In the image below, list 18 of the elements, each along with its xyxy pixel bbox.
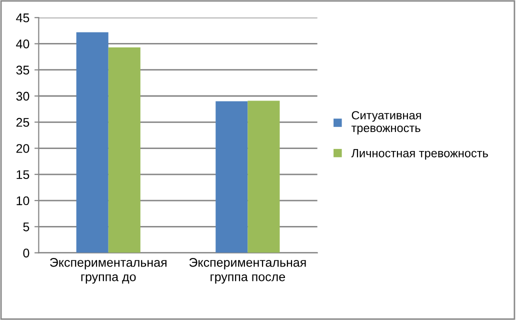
bar <box>248 100 280 253</box>
y-tick-label: 35 <box>16 66 30 75</box>
y-tick-label: 40 <box>16 40 30 48</box>
y-tick-label: 5 <box>23 222 30 232</box>
y-tick-label: 25 <box>16 118 30 127</box>
bar <box>216 101 248 253</box>
y-tick-label: 20 <box>16 144 30 153</box>
y-tick-label: 30 <box>16 92 30 101</box>
legend-label: Ситуативная тревожность <box>351 111 421 134</box>
legend-label: Личностная тревожность <box>351 149 488 160</box>
y-tick-label: 45 <box>16 14 30 22</box>
y-tick-label: 0 <box>23 248 30 258</box>
y-tick-label: 15 <box>16 170 30 180</box>
x-tick-label: Экспериментальная группа до <box>50 258 166 284</box>
bar <box>108 47 140 253</box>
bar <box>76 32 108 253</box>
x-tick-label: Экспериментальная группа после <box>189 258 306 284</box>
y-tick-label: 10 <box>16 196 30 206</box>
